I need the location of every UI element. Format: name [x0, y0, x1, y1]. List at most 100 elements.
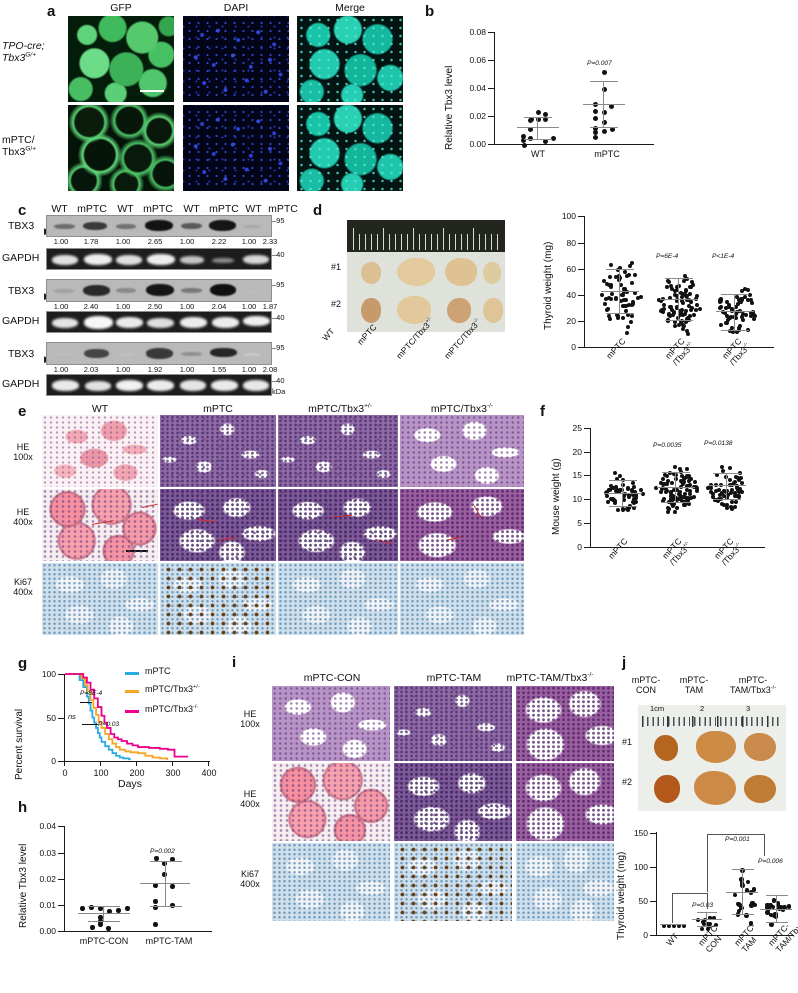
data-point: [616, 278, 621, 283]
panel-c-quant-r2-c3: 1.00: [115, 302, 131, 311]
data-point: [685, 315, 690, 320]
panel-d-letter: d: [313, 202, 323, 219]
data-point: [661, 476, 666, 481]
data-point: [684, 293, 689, 298]
panel-d-chart-xtick-2: mPTC/Tbx3+/-: [663, 336, 694, 368]
data-point: [728, 491, 733, 496]
histology-i-he400-tamko: [516, 763, 614, 841]
panel-c-mw-1: –95: [272, 216, 285, 225]
histology-ki67-het: [278, 563, 398, 635]
data-point: [771, 898, 777, 903]
data-point: [743, 295, 748, 300]
panel-b-xaxis: [494, 144, 654, 146]
data-point: [670, 286, 675, 291]
panel-d-xlabel-wt: WT: [320, 326, 337, 343]
data-point: [667, 304, 672, 309]
data-point: [686, 475, 691, 480]
data-point: [626, 494, 631, 499]
data-point: [625, 486, 630, 491]
panel-f-pvalue-1: P=0.0035: [653, 442, 682, 449]
histology-i-ki67-tamko: [516, 843, 614, 921]
red-arrow-icon: [329, 514, 352, 519]
data-point: [688, 307, 693, 312]
data-point: [718, 323, 723, 328]
panel-f-ytick-1: 5: [577, 518, 582, 528]
panel-j-pvalue-con: P=0.03: [692, 902, 714, 909]
panel-e-row-label-1: HE 100x: [13, 442, 33, 462]
data-point: [720, 465, 725, 470]
data-point: [609, 263, 614, 268]
panel-d-ytick-0: 0: [571, 342, 576, 352]
data-point: [722, 489, 727, 494]
data-point: [682, 323, 687, 328]
panel-h-yaxis: [64, 826, 66, 932]
panel-d-xaxis: [584, 347, 774, 349]
data-point: [736, 490, 741, 495]
data-point: [623, 303, 628, 308]
panel-c-quant-r2-c8: 1.87: [262, 302, 278, 311]
panel-g-xtick-2: 200: [129, 768, 145, 778]
panel-j-col-label-con: mPTC- CON: [631, 675, 661, 695]
data-point: [605, 493, 610, 498]
data-point: [632, 273, 637, 278]
data-point: [727, 478, 732, 483]
blot-gapdh-1: [46, 248, 272, 270]
data-point: [615, 477, 620, 482]
data-point: [719, 304, 724, 309]
data-point: [688, 489, 693, 494]
data-point: [740, 480, 745, 485]
blot-gapdh-3: [46, 374, 272, 396]
data-point: [634, 493, 639, 498]
data-point: [677, 496, 682, 501]
data-point: [624, 297, 629, 302]
data-point: [632, 506, 637, 511]
data-point: [665, 481, 670, 486]
data-point: [694, 293, 699, 298]
blot-gapdh-2: [46, 311, 272, 333]
data-point: [695, 488, 700, 493]
data-point: [622, 270, 627, 275]
histology-he100-mptc: [160, 415, 276, 487]
data-point: [720, 468, 725, 473]
data-point: [623, 308, 628, 313]
data-point: [683, 288, 688, 293]
panel-j-xtick-tam: mPTC- TAM: [732, 920, 759, 955]
data-point: [604, 489, 609, 494]
data-point: [680, 327, 685, 332]
data-point: [733, 493, 738, 498]
data-point: [631, 300, 636, 305]
data-point: [680, 313, 685, 318]
histology-i-ki67-tam: [394, 843, 512, 921]
data-point: [621, 298, 626, 303]
data-point: [733, 499, 738, 504]
data-point: [677, 308, 682, 313]
data-point: [741, 311, 746, 316]
data-point: [617, 487, 622, 492]
data-point: [751, 316, 756, 321]
data-point: [708, 489, 713, 494]
data-point: [738, 476, 743, 481]
data-point: [711, 492, 716, 497]
panel-g-yaxis: [64, 674, 66, 762]
panel-h-letter: h: [18, 799, 28, 816]
data-point: [684, 328, 689, 333]
panel-d-ytick-3: 60: [566, 264, 576, 274]
panel-g-ns-label: ns: [68, 712, 76, 721]
data-point: [604, 296, 609, 301]
data-point: [675, 497, 679, 502]
panel-c-rowlabel-gapdh-1: GAPDH: [2, 252, 40, 264]
data-point: [743, 286, 748, 291]
panel-f-xtick-2: mPTC/Tbx3+/-: [660, 536, 691, 568]
data-point: [607, 313, 612, 318]
panel-c-mw-6: –40: [272, 376, 285, 385]
data-point: [676, 491, 681, 496]
data-point: [714, 489, 719, 494]
panel-e-header-het: mPTC/Tbx3+/-: [308, 402, 372, 415]
panel-g-ytick-1: 50: [46, 713, 56, 723]
data-point: [711, 915, 716, 920]
data-point: [677, 312, 682, 317]
panel-c-rowlabel-gapdh-3: GAPDH: [2, 378, 40, 390]
data-point: [735, 294, 740, 299]
data-point: [707, 916, 712, 921]
